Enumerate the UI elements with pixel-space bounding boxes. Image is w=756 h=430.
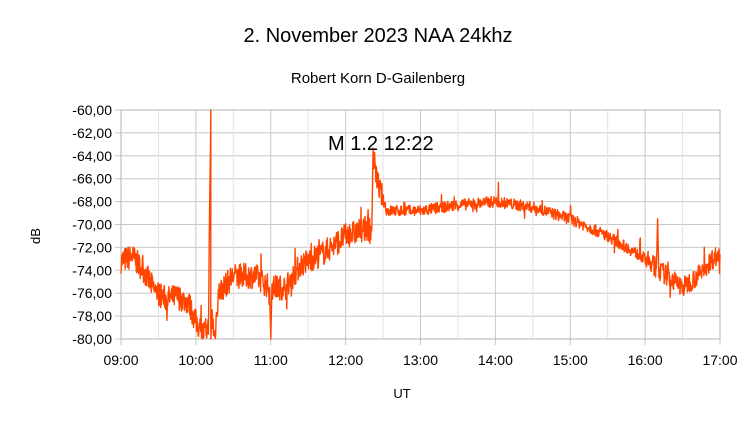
chart-title: 2. November 2023 NAA 24khz [243,25,512,47]
y-tick-label: -62,00 [72,125,112,141]
x-tick-label: 11:00 [254,352,288,368]
y-tick-label: -64,00 [72,148,112,164]
x-axis-label: UT [393,386,410,401]
annotation: M 1.2 12:22 [328,133,434,155]
x-tick-label: 17:00 [702,352,737,368]
y-tick-label: -60,00 [72,102,112,118]
y-axis-label: dB [28,228,43,244]
x-tick-label: 14:00 [478,352,513,368]
y-tick-label: -76,00 [72,285,112,301]
y-tick-label: -78,00 [72,308,112,324]
y-tick-label: -68,00 [72,194,112,210]
x-tick-label: 15:00 [553,352,588,368]
x-tick-label: 10:00 [178,352,213,368]
y-tick-label: -80,00 [72,331,112,347]
x-tick-label: 09:00 [103,352,138,368]
x-tick-label: 13:00 [403,352,438,368]
y-tick-label: -74,00 [72,262,112,278]
y-tick-label: -72,00 [72,239,112,255]
x-tick-label: 12:00 [328,352,363,368]
y-tick-label: -70,00 [72,217,112,233]
y-tick-label: -66,00 [72,171,112,187]
x-tick-label: 16:00 [628,352,663,368]
chart-subtitle: Robert Korn D-Gailenberg [291,70,465,87]
plot-frame [120,109,721,340]
series-line [120,109,721,340]
